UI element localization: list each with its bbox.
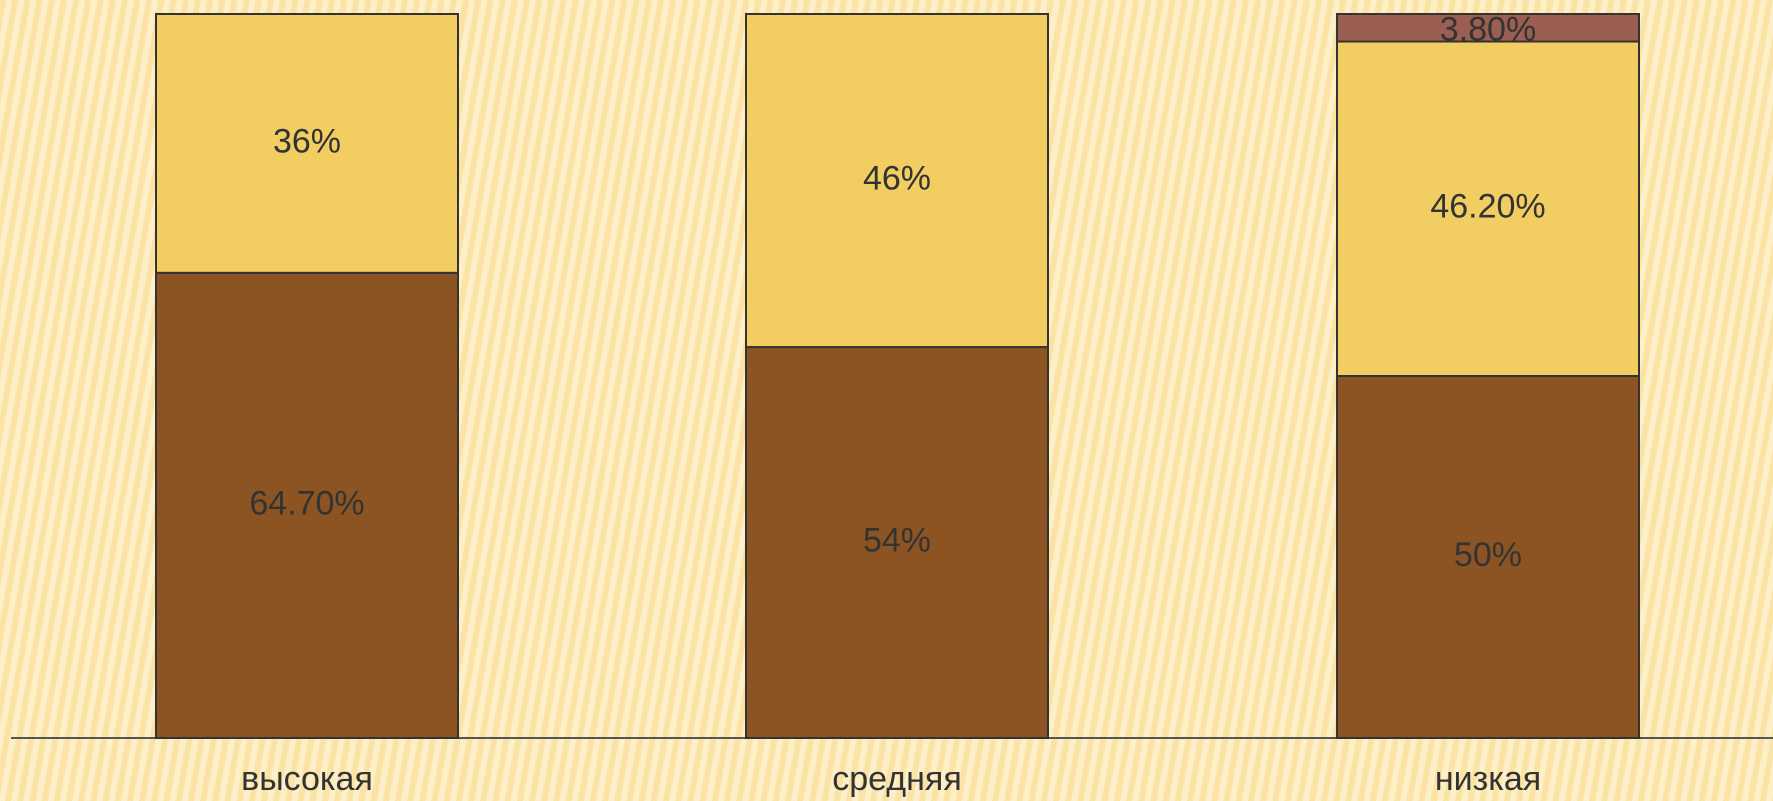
data-label: 64.70% [249,484,364,522]
x-tick-label: средняя [832,760,962,798]
bar-segment [155,13,459,274]
bar-segment [745,13,1049,349]
bar-segment [1336,13,1640,43]
data-label: 36% [273,122,341,160]
data-label: 46.20% [1430,188,1545,226]
data-label: 46% [863,160,931,198]
bar-segment [155,271,459,739]
bar-segment [745,346,1049,739]
bar-segment [1336,375,1640,739]
data-label: 50% [1454,536,1522,574]
data-label: 54% [863,522,931,560]
x-tick-label: высокая [241,760,373,798]
bar-segment [1336,40,1640,378]
data-label: 3.80% [1440,11,1536,49]
x-tick-label: низкая [1435,760,1541,798]
